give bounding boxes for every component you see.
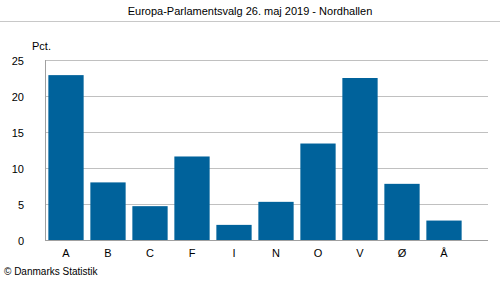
grid-line [45, 132, 488, 133]
grid-line [45, 168, 488, 169]
y-axis-label: Pct. [32, 40, 51, 52]
x-tick-label: Å [440, 247, 448, 259]
x-tick-label: O [314, 247, 323, 259]
y-axis [45, 60, 46, 240]
x-tick-label: V [356, 247, 364, 259]
x-tick-label: A [62, 247, 70, 259]
x-tick-label: I [232, 247, 235, 259]
chart-container: Europa-Parlamentsvalg 26. maj 2019 - Nor… [0, 0, 500, 282]
bars [48, 75, 461, 240]
y-tick-label: 15 [12, 127, 24, 139]
bar [258, 202, 293, 240]
x-tick-label: Ø [398, 247, 407, 259]
y-tick-label: 0 [18, 235, 24, 247]
x-axis [45, 240, 488, 241]
bar [300, 144, 335, 240]
bar [384, 184, 419, 240]
bar [174, 156, 209, 240]
grid-line [45, 60, 488, 61]
bar [216, 225, 251, 240]
title: Europa-Parlamentsvalg 26. maj 2019 - Nor… [128, 5, 373, 17]
x-tick-label: C [146, 247, 154, 259]
y-tick-label: 25 [12, 55, 24, 67]
grid-line [45, 96, 488, 97]
title-rule [0, 21, 500, 22]
bar [90, 182, 125, 240]
x-tick-label: N [272, 247, 280, 259]
x-tick-label: F [189, 247, 196, 259]
bar [132, 206, 167, 240]
grid-line [45, 240, 488, 241]
x-tick-label: B [104, 247, 111, 259]
y-tick-label: 20 [12, 91, 24, 103]
bar [48, 75, 83, 240]
y-tick-label: 5 [18, 199, 24, 211]
source: © Danmarks Statistik [4, 266, 99, 277]
bar [426, 221, 461, 240]
chart-svg: Europa-Parlamentsvalg 26. maj 2019 - Nor… [0, 0, 500, 282]
bar [342, 78, 377, 240]
y-tick-label: 10 [12, 163, 24, 175]
